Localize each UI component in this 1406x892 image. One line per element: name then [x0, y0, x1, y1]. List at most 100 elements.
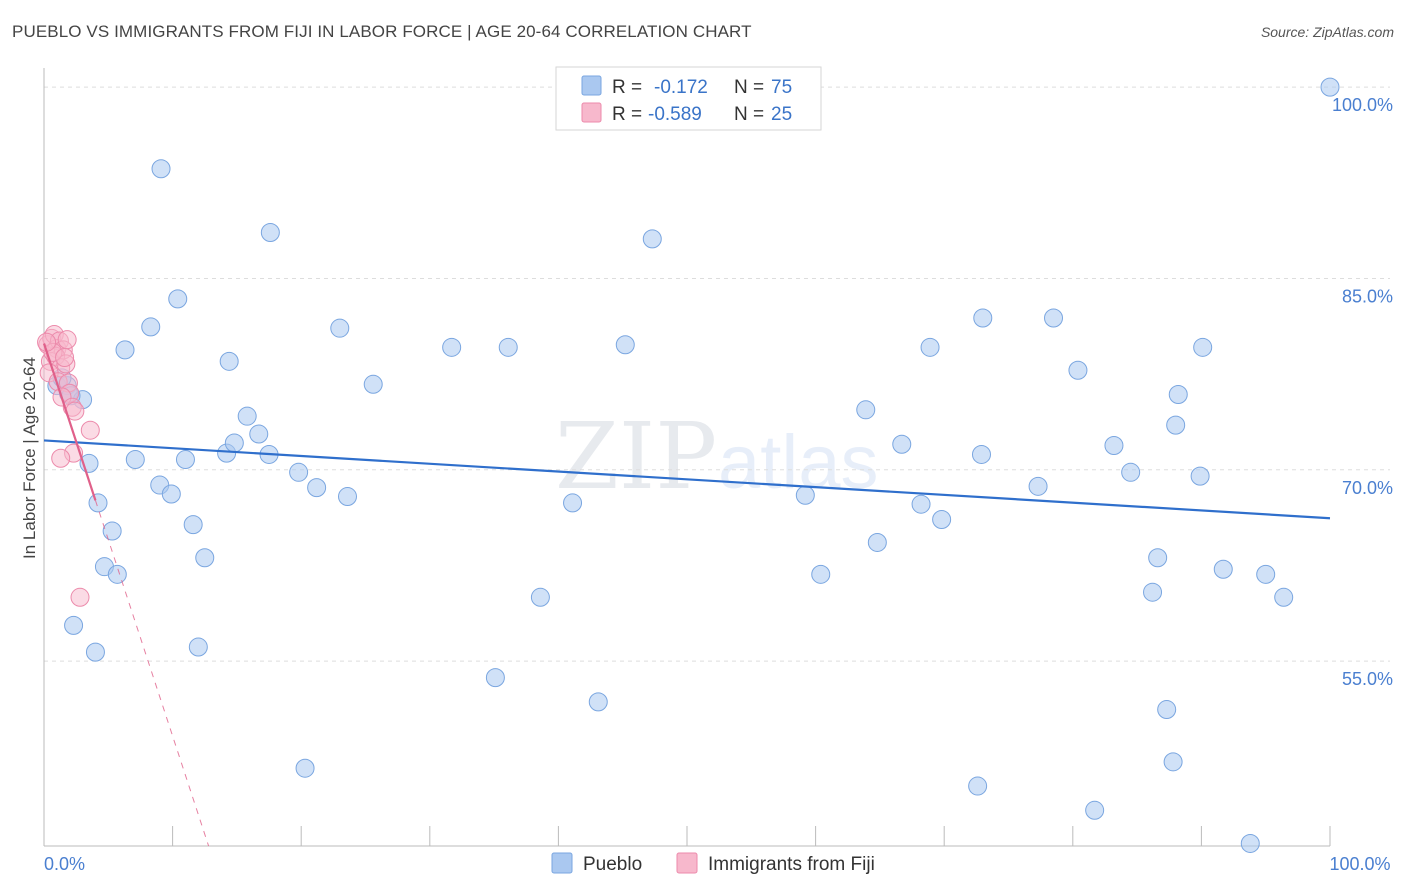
pueblo-point — [971, 444, 991, 464]
legend-swatch-fiji — [581, 102, 602, 123]
bottom-legend-swatch-pueblo — [551, 852, 573, 874]
pueblo-point — [1240, 833, 1260, 853]
pueblo-point — [968, 776, 988, 796]
pueblo-point — [498, 337, 518, 357]
pueblo-point — [485, 668, 505, 688]
pueblo-point — [563, 493, 583, 513]
y-tick-label: 70.0% — [1342, 478, 1393, 498]
x-tick-labels: 0.0% 100.0% — [44, 854, 1391, 874]
pueblo-point — [1274, 587, 1294, 607]
pueblo-point — [295, 758, 315, 778]
fiji-trend-extension — [94, 500, 210, 847]
pueblo-point — [330, 318, 350, 338]
pueblo-point — [175, 450, 195, 470]
pueblo-point — [856, 400, 876, 420]
pueblo-point — [1143, 582, 1163, 602]
pueblo-point — [1213, 559, 1233, 579]
pueblo-point — [141, 317, 161, 337]
pueblo-point — [289, 462, 309, 482]
x-tick-label: 100.0% — [1329, 854, 1390, 874]
pueblo-point — [1256, 564, 1276, 584]
legend-swatch-pueblo — [581, 75, 602, 96]
x-tick-label: 0.0% — [44, 854, 85, 874]
legend-r-value-pueblo: -0.172 — [654, 77, 708, 98]
pueblo-point — [195, 548, 215, 568]
pueblo-point — [85, 642, 105, 662]
pueblo-point — [1085, 800, 1105, 820]
bottom-legend-fiji: Immigrants from Fiji — [708, 854, 875, 875]
pueblo-point — [1168, 385, 1188, 405]
pueblo-point — [151, 159, 171, 179]
y-tick-labels: 100.0% 85.0% 70.0% 55.0% — [1332, 95, 1393, 689]
pueblo-point — [920, 337, 940, 357]
pueblo-point — [363, 374, 383, 394]
pueblo-point — [337, 487, 357, 507]
pueblo-point — [88, 493, 108, 513]
gridlines — [44, 86, 1390, 662]
pueblo-point — [237, 406, 257, 426]
legend-r-label-fiji: R = — [612, 104, 642, 125]
pueblo-point — [249, 424, 269, 444]
legend-n-label-pueblo: N = — [734, 77, 764, 98]
y-tick-label: 85.0% — [1342, 286, 1393, 306]
pueblo-point — [932, 509, 952, 529]
pueblo-point — [161, 484, 181, 504]
legend-n-label-fiji: N = — [734, 104, 764, 125]
pueblo-point — [911, 494, 931, 514]
pueblo-point — [1193, 337, 1213, 357]
fiji-point — [57, 330, 77, 350]
watermark-zip: ZIP — [555, 403, 717, 510]
pueblo-point — [1104, 436, 1124, 456]
pueblo-point — [1121, 462, 1141, 482]
pueblo-point — [1068, 360, 1088, 380]
legend-r-value-fiji: -0.589 — [648, 104, 702, 125]
pueblo-point — [64, 615, 84, 635]
pueblo-point — [1044, 308, 1064, 328]
source-credit: Source: ZipAtlas.com — [1260, 24, 1394, 40]
fiji-point — [55, 348, 75, 368]
watermark: ZIP atlas — [555, 403, 879, 510]
x-axis-ticks — [43, 826, 1331, 846]
pueblo-point — [1190, 466, 1210, 486]
pueblo-point — [530, 587, 550, 607]
chart-title: PUEBLO VS IMMIGRANTS FROM FIJI IN LABOR … — [12, 22, 752, 41]
legend-r-label-pueblo: R = — [612, 77, 642, 98]
pueblo-point — [1163, 752, 1183, 772]
pueblo-point — [183, 515, 203, 535]
pueblo-point — [219, 351, 239, 371]
correlation-legend: R = -0.172 N = 75 R = -0.589 N = 25 — [555, 66, 822, 131]
bottom-legend-swatch-fiji — [676, 852, 698, 874]
y-tick-label: 100.0% — [1332, 95, 1393, 115]
legend-n-value-pueblo: 75 — [771, 77, 792, 98]
pueblo-point — [795, 485, 815, 505]
y-tick-label: 55.0% — [1342, 669, 1393, 689]
pueblo-point — [615, 335, 635, 355]
pueblo-point — [1028, 476, 1048, 496]
bottom-legend-pueblo: Pueblo — [583, 854, 642, 875]
pueblo-point — [892, 434, 912, 454]
fiji-point — [70, 587, 90, 607]
series-legend: Pueblo Immigrants from Fiji — [551, 852, 875, 875]
pueblo-point — [168, 289, 188, 309]
pueblo-point — [107, 564, 127, 584]
pueblo-point — [125, 450, 145, 470]
pueblo-point — [588, 692, 608, 712]
pueblo-point — [811, 564, 831, 584]
pueblo-point — [102, 521, 122, 541]
pueblo-trend-line — [43, 439, 1331, 520]
fiji-point — [80, 420, 100, 440]
pueblo-point — [115, 340, 135, 360]
pueblo-point — [188, 637, 208, 657]
pueblo-point — [442, 337, 462, 357]
pueblo-point — [1148, 548, 1168, 568]
pueblo-point — [260, 223, 280, 243]
pueblo-point — [224, 433, 244, 453]
pueblo-point — [973, 308, 993, 328]
pueblo-point — [307, 478, 327, 498]
pueblo-point — [1320, 77, 1340, 97]
fiji-trend-line — [42, 343, 97, 501]
pueblo-point — [1166, 415, 1186, 435]
pueblo-point — [1157, 700, 1177, 720]
legend-n-value-fiji: 25 — [771, 104, 792, 125]
